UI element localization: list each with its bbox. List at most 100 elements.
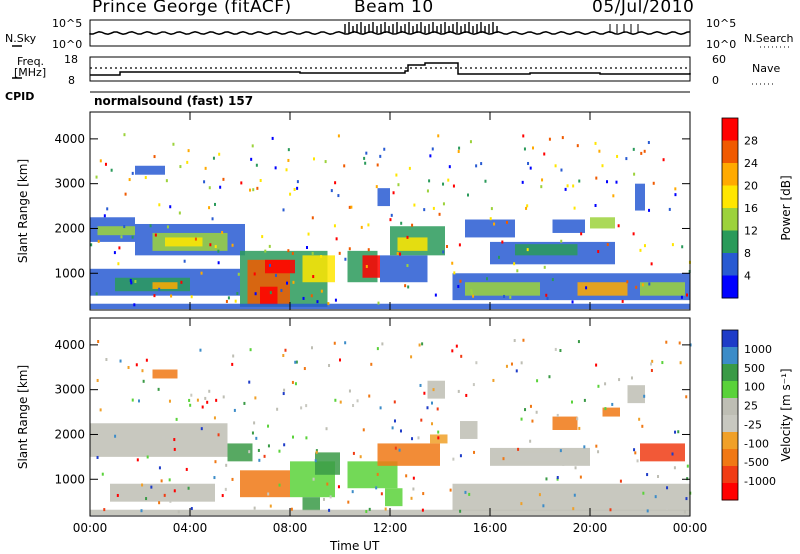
speckle [370,362,373,366]
speckle [580,232,583,236]
speckle [524,408,527,412]
speckle [311,216,314,220]
speckle [150,485,153,489]
velocity-echo-2 [227,443,253,462]
speckle [380,492,383,496]
speckle [214,245,217,249]
speckle [376,472,379,476]
speckle [573,493,576,497]
velocity-echo-1 [110,483,215,502]
speckle [110,168,113,172]
speckle [554,347,557,351]
cpid-label: CPID [5,90,35,103]
speckle [408,166,411,170]
freq-tick-bottom: 8 [68,74,75,87]
power-echo-25 [590,217,615,229]
speckle [594,141,597,145]
power-echo-1 [97,226,135,236]
speckle [689,343,692,347]
speckle [190,507,193,511]
speckle [134,279,137,283]
speckle [287,148,290,152]
speckle [451,261,454,265]
speckle [400,221,403,225]
speckle [556,475,559,479]
speckle [305,436,308,440]
speckle [442,250,445,254]
speckle [348,247,351,251]
speckle [492,378,495,382]
noise-tick-right-bottom: 10^0 [706,38,737,51]
speckle [296,186,299,190]
speckle [187,486,190,490]
xtick-label: 00:00 [673,521,708,535]
speckle [97,239,100,243]
speckle [407,285,410,289]
speckle [379,406,382,410]
speckle [356,399,359,403]
power-echo-12 [302,255,335,283]
speckle [169,205,172,209]
speckle [597,250,600,254]
speckle [625,157,628,161]
speckle [437,134,440,138]
speckle [267,424,270,428]
power-echo-26 [635,183,645,211]
speckle [505,364,508,368]
speckle [166,225,169,229]
speckle [118,246,121,250]
speckle [131,171,134,175]
ytick-label: 3000 [54,383,85,397]
speckle [199,348,202,352]
speckle [527,161,530,165]
ytick-label: 4000 [54,132,85,146]
speckle [564,187,567,191]
speckle [365,509,368,513]
speckle [259,178,262,182]
speckle [96,455,99,459]
speckle [295,360,298,364]
speckle [426,406,429,410]
speckle [641,283,644,287]
speckle [405,474,408,478]
speckle [632,232,635,236]
colorbar-swatch [722,163,738,186]
speckle [473,450,476,454]
speckle [447,178,450,182]
speckle [657,474,660,478]
speckle [437,436,440,440]
speckle [509,295,512,299]
velocity-echo-17 [152,369,178,379]
speckle [545,477,548,481]
speckle [313,157,316,161]
speckle [180,280,183,284]
speckle [559,349,562,353]
speckle [422,492,425,496]
speckle [428,179,431,183]
speckle [597,450,600,454]
speckle [249,348,252,352]
power-echo-10 [260,286,278,305]
speckle [365,151,368,155]
speckle [213,476,216,480]
speckle [665,340,668,344]
speckle [368,394,371,398]
speckle [221,231,224,235]
speckle [208,206,211,210]
speckle [129,278,132,282]
speckle [328,363,331,367]
speckle [606,180,609,184]
xtick-label: 16:00 [473,521,508,535]
speckle [671,243,674,247]
speckle [127,365,130,369]
speckle [642,503,645,507]
speckle [410,496,413,500]
speckle [517,447,520,451]
speckle [421,342,424,346]
speckle [560,168,563,172]
speckle [490,207,493,211]
speckle [678,341,681,345]
speckle [337,134,340,138]
speckle [208,186,211,190]
speckle [541,178,544,182]
